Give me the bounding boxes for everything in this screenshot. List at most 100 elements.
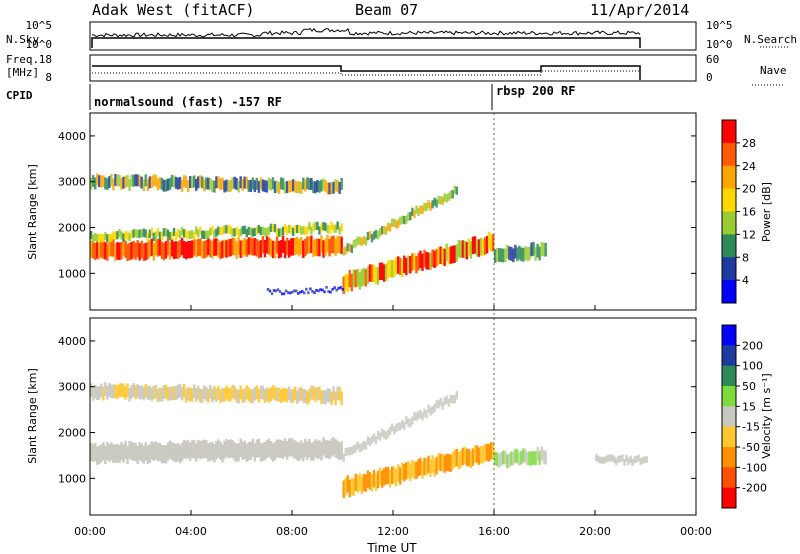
heatmap-cell <box>516 449 519 464</box>
heatmap-cell <box>364 269 368 287</box>
heatmap-cell <box>528 451 531 466</box>
heatmap-cell <box>182 383 186 398</box>
heatmap-cell <box>122 444 125 463</box>
heatmap-cell <box>253 180 257 193</box>
heatmap-cell <box>322 178 325 191</box>
colorbar-swatch <box>722 325 736 346</box>
heatmap-cell <box>209 178 212 191</box>
heatmap-cell <box>239 176 242 189</box>
heatmap-cell <box>199 388 202 403</box>
heatmap-cell <box>467 238 471 256</box>
heatmap-cell <box>399 257 402 276</box>
heatmap-cell <box>138 175 141 188</box>
heatmap-cell <box>148 444 151 463</box>
heatmap-cell <box>126 243 129 261</box>
heatmap-cell <box>439 246 442 264</box>
heatmap-cell <box>330 438 333 457</box>
heatmap-cell <box>352 445 356 454</box>
heatmap-cell <box>447 192 450 201</box>
heatmap-cell <box>102 233 105 243</box>
heatmap-cell <box>138 243 141 261</box>
heatmap-cell <box>433 250 436 269</box>
heatmap-cell <box>261 235 265 254</box>
heatmap-cell <box>205 387 208 401</box>
heatmap-cell <box>390 218 394 227</box>
heatmap-cell <box>253 386 257 401</box>
heatmap-cell <box>116 385 119 400</box>
heatmap-cell <box>231 228 234 237</box>
heatmap-cell <box>395 468 398 487</box>
heatmap-cell <box>544 242 547 257</box>
heatmap-cell <box>152 174 156 187</box>
freq-label-1: Freq. <box>6 53 39 66</box>
heatmap-cell <box>229 226 232 235</box>
freq-tick-top: 18 <box>39 53 52 66</box>
heatmap-cell <box>393 259 396 278</box>
heatmap-cell <box>376 470 380 489</box>
heatmap-cell <box>231 237 234 256</box>
heatmap-cell <box>156 388 160 403</box>
heatmap-cell <box>378 432 382 441</box>
heatmap-cell <box>267 438 271 457</box>
colorbar-tick-label: 15 <box>742 400 756 413</box>
heatmap-cell <box>176 228 180 238</box>
heatmap-cell <box>611 454 614 462</box>
heatmap-cell <box>380 226 384 235</box>
heatmap-cell <box>310 177 313 190</box>
heatmap-cell <box>340 236 343 255</box>
heatmap-cell <box>512 451 515 466</box>
heatmap-cell <box>413 411 416 421</box>
heatmap-cell <box>518 245 521 260</box>
heatmap-cell <box>188 176 192 188</box>
heatmap-cell <box>265 387 269 402</box>
heatmap-cell <box>540 242 543 256</box>
heatmap-cell <box>227 387 230 402</box>
heatmap-cell <box>277 387 281 402</box>
colorbar-swatch <box>722 211 736 235</box>
heatmap-cell <box>437 400 440 409</box>
x-tick-label: 00:00 <box>680 525 712 538</box>
heatmap-cell <box>449 246 452 264</box>
heatmap-cell <box>332 181 335 194</box>
heatmap-cell <box>168 177 172 190</box>
heatmap-cell <box>324 439 327 458</box>
heatmap-cell <box>138 229 141 238</box>
heatmap-cell <box>265 236 269 254</box>
heatmap-cell <box>124 386 127 400</box>
heatmap-cell <box>393 426 396 435</box>
heatmap-cell <box>94 232 97 241</box>
heatmap-cell <box>243 237 246 256</box>
heatmap-cell <box>437 247 440 265</box>
heatmap-cell <box>316 238 319 256</box>
heatmap-cell <box>96 386 99 400</box>
heatmap-cell <box>195 178 198 191</box>
heatmap-cell <box>382 430 386 439</box>
heatmap-cell <box>120 177 123 190</box>
heatmap-cell <box>283 181 287 194</box>
heatmap-cell <box>344 273 347 292</box>
colorbar-swatch <box>722 234 736 258</box>
heatmap-cell <box>305 287 308 291</box>
heatmap-cell <box>423 203 426 212</box>
heatmap-cell <box>215 440 218 460</box>
heatmap-cell <box>110 442 113 461</box>
heatmap-cell <box>328 225 331 234</box>
power-colorbar: 28 24 20 16 12 8 4 <box>721 119 756 304</box>
heatmap-cell <box>617 455 620 463</box>
heatmap-cell <box>106 234 109 243</box>
heatmap-cell <box>285 388 289 403</box>
heatmap-cell <box>279 439 283 459</box>
heatmap-cell <box>451 190 454 199</box>
heatmap-cell <box>332 437 335 456</box>
heatmap-cell <box>186 440 190 459</box>
heatmap-cell <box>382 468 386 486</box>
nsky-frame <box>89 21 697 51</box>
heatmap-cell <box>376 231 380 240</box>
colorbar-tick-label: 12 <box>742 228 756 241</box>
heatmap-cell <box>132 240 135 259</box>
heatmap-cell <box>249 441 252 461</box>
heatmap-cell <box>310 235 313 253</box>
heatmap-cell <box>449 190 452 200</box>
heatmap-cell <box>415 412 418 422</box>
heatmap-cell <box>623 458 626 466</box>
